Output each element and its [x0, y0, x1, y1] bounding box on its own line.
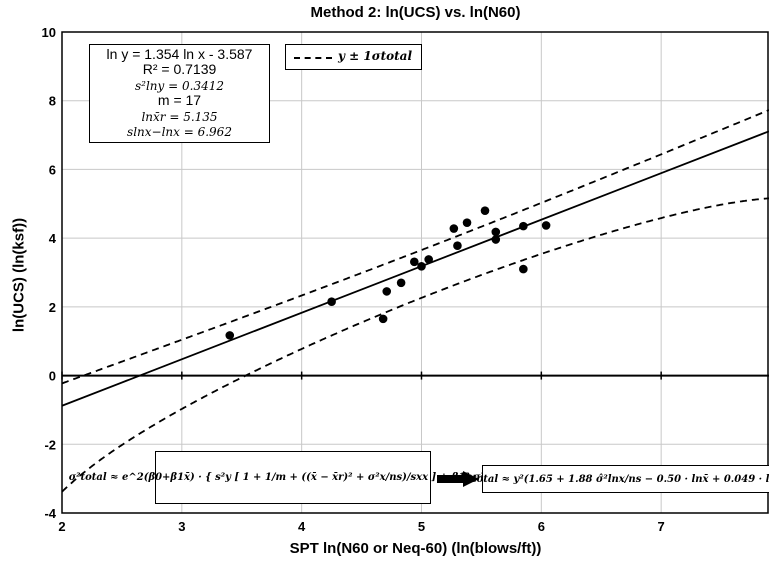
data-point: [382, 287, 392, 296]
x-tick-label: 7: [658, 519, 665, 534]
data-point: [480, 206, 490, 215]
data-point: [462, 218, 472, 227]
y-tick-label: -2: [44, 437, 56, 452]
data-point: [424, 255, 433, 264]
data-point: [378, 314, 388, 324]
data-point: [449, 224, 459, 233]
stat-sxx: slnx−lnx = 6.962: [127, 124, 232, 139]
stat-mean: lnx̄r = 5.135: [141, 109, 218, 124]
y-tick-label: 4: [49, 231, 57, 246]
data-point: [327, 297, 336, 307]
x-axis-label: SPT ln(N60 or Neq-60) (ln(blows/ft)): [289, 540, 542, 557]
data-point: [396, 278, 406, 288]
stat-variance: s²lny = 0.3412: [135, 78, 224, 93]
stat-equation: ln y = 1.354 ln x - 3.587: [106, 46, 253, 62]
band-upper-line: [62, 109, 769, 385]
x-tick-label: 4: [298, 519, 306, 534]
data-point: [453, 241, 462, 251]
x-tick-label: 5: [418, 519, 425, 534]
data-point: [410, 257, 419, 267]
y-tick-label: -4: [44, 506, 56, 521]
legend: y ± 1σtotal: [285, 44, 422, 70]
legend-dash-swatch: [294, 57, 332, 59]
y-tick-label: 8: [49, 94, 56, 109]
data-point: [491, 227, 501, 237]
y-tick-label: 0: [49, 369, 56, 384]
legend-label: y ± 1σtotal: [338, 49, 413, 63]
y-axis-label: ln(UCS) (ln(ksf)): [10, 217, 28, 333]
stat-count: m = 17: [157, 92, 202, 109]
x-tick-label: 6: [538, 519, 545, 534]
chart-title: Method 2: ln(UCS) vs. ln(N60): [310, 4, 521, 21]
x-tick-label: 2: [58, 519, 65, 534]
y-tick-label: 6: [49, 162, 56, 177]
data-point: [541, 221, 551, 230]
y-tick-label: 10: [42, 25, 56, 40]
regression-stats-box: ln y = 1.354 ln x - 3.587 R² = 0.7139 s²…: [89, 44, 270, 144]
regression-line: [62, 130, 769, 407]
data-point: [519, 221, 528, 231]
variance-equation-full: σ²total ≈ e^2(β0+β1x̄) · { s²y [ 1 + 1/m…: [69, 451, 517, 504]
band-lower-line: [62, 197, 769, 493]
stat-r2: R² = 0.7139: [142, 61, 217, 78]
data-point: [225, 331, 235, 340]
y-tick-label: 2: [49, 300, 56, 315]
x-tick-label: 3: [178, 519, 185, 534]
data-point: [519, 264, 528, 274]
data-point: [417, 262, 426, 271]
variance-equation-simplified: σ²total ≈ y²(1.65 + 1.88 σ̂²lnx/ns − 0.5…: [460, 465, 769, 493]
data-point: [491, 235, 501, 244]
arrow-right-icon: [437, 471, 479, 487]
plot-frame: [61, 31, 769, 514]
